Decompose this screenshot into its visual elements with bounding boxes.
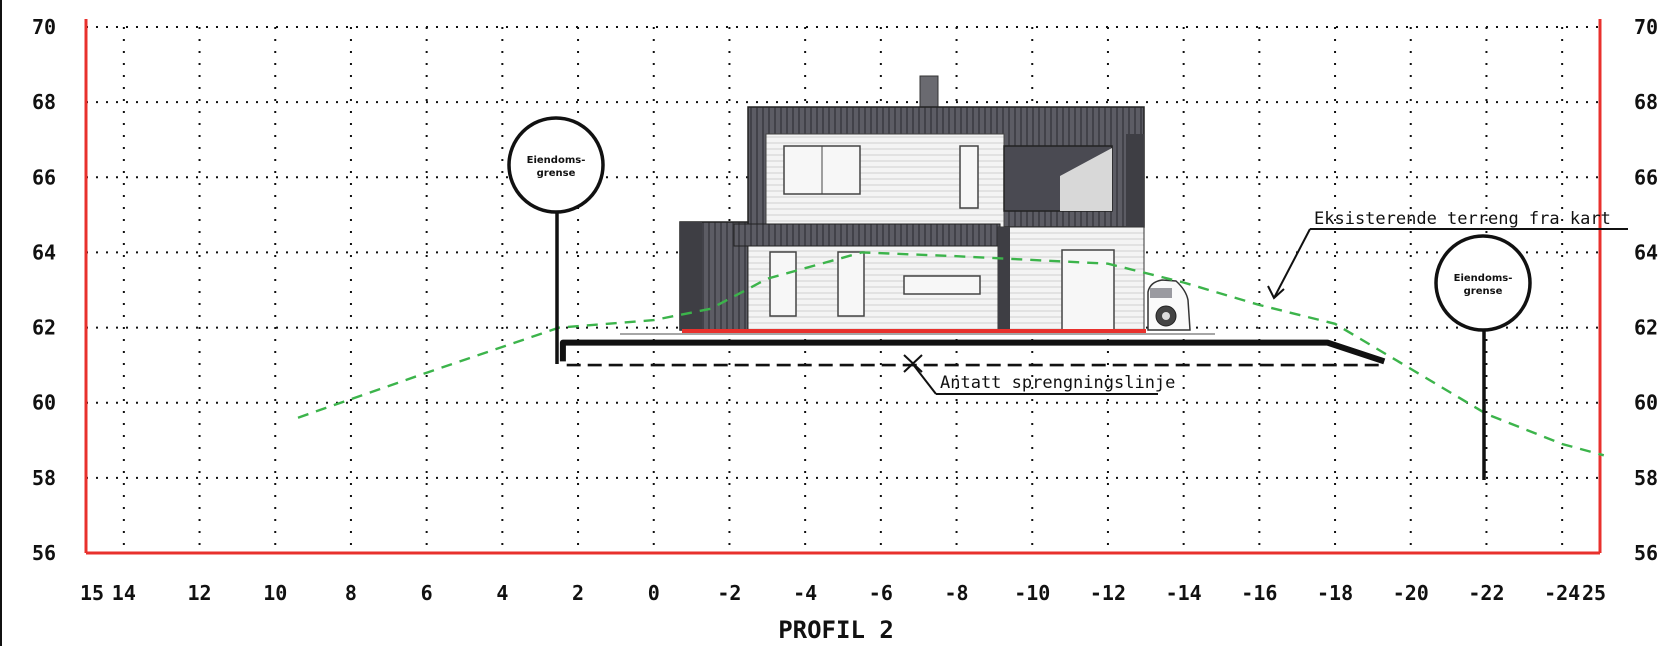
x-tick-label: 2 [572, 581, 584, 605]
y-tick-label-left: 56 [32, 541, 56, 565]
boundary-label-1: Eiendoms- [527, 155, 586, 166]
property-boundary-right: Eiendoms- grense [1434, 234, 1532, 480]
x-tick-label: -6 [869, 581, 893, 605]
x-tick-label: -24 [1544, 581, 1580, 605]
terrain-series-line [297, 251, 1605, 457]
y-tick-label-right: 58 [1634, 466, 1658, 490]
y-tick-label-right: 66 [1634, 165, 1658, 189]
y-tick-label-left: 68 [32, 90, 56, 114]
x-tick-label: -2 [717, 581, 741, 605]
y-tick-label-right: 60 [1634, 391, 1658, 415]
y-axis-right: 70 68 66 64 62 60 58 56 [1634, 15, 1658, 565]
x-tick-label: 8 [345, 581, 357, 605]
y-tick-label-left: 66 [32, 165, 56, 189]
blast-annotation: Antatt sprengningslinje [903, 354, 1175, 395]
plot-frame [84, 19, 1602, 555]
boundary-label-2: grense [537, 168, 576, 179]
blast-annotation-leader [911, 362, 937, 395]
x-tick-label: 0 [648, 581, 660, 605]
car-icon [1147, 279, 1191, 331]
x-tick-label: -16 [1241, 581, 1277, 605]
house-chimney [919, 75, 939, 109]
x-tick-label: -14 [1166, 581, 1202, 605]
x-tick-label: 6 [421, 581, 433, 605]
house-door [837, 251, 865, 317]
y-tick-label-right: 68 [1634, 90, 1658, 114]
x-tick-label: -8 [945, 581, 969, 605]
x-tick-label: 10 [263, 581, 287, 605]
y-tick-label-right: 64 [1634, 240, 1658, 264]
x-tick-label: -4 [793, 581, 817, 605]
house-dark-panel [998, 227, 1010, 330]
slab-outline [559, 339, 1386, 365]
boundary-circle [507, 116, 605, 214]
house-door [769, 251, 797, 317]
property-boundary-left: Eiendoms- grense [507, 116, 605, 364]
foundation-slab [559, 339, 1386, 365]
y-tick-label-left: 58 [32, 466, 56, 490]
x-tick-label: -22 [1468, 581, 1504, 605]
terrain-annotation-leader [1273, 228, 1311, 299]
boundary-label-2: grense [1464, 286, 1503, 297]
house-elevation [620, 75, 1215, 335]
x-tick-label: -10 [1014, 581, 1050, 605]
house-window-reflection [1060, 148, 1112, 211]
blast-annotation-text: Antatt sprengningslinje [940, 373, 1175, 393]
x-tick-label: 25 [1582, 581, 1606, 605]
y-axis-left: 70 68 66 64 62 60 58 56 [32, 15, 56, 565]
y-tick-label-left: 70 [32, 15, 56, 39]
terrain-annotation-arrow [1267, 285, 1285, 300]
house-window [903, 275, 981, 295]
profile-title: PROFIL 2 [778, 616, 894, 644]
house-corner-post [1126, 134, 1144, 227]
x-tick-label: 4 [496, 581, 508, 605]
y-tick-label-right: 70 [1634, 15, 1658, 39]
x-tick-label: 12 [188, 581, 212, 605]
x-tick-label: -18 [1317, 581, 1353, 605]
y-tick-label-left: 62 [32, 316, 56, 340]
y-tick-label-right: 56 [1634, 541, 1658, 565]
house-ground-block-left-edge [680, 222, 702, 330]
terrain-annotation: Eksisterende terreng fra kart [1267, 209, 1628, 300]
x-tick-label: -20 [1393, 581, 1429, 605]
y-tick-label-left: 64 [32, 240, 56, 264]
boundary-circle [1434, 234, 1532, 332]
x-tick-label: -12 [1090, 581, 1126, 605]
grid-horizontal [86, 26, 1600, 479]
y-tick-label-right: 62 [1634, 316, 1658, 340]
terrain-annotation-text: Eksisterende terreng fra kart [1314, 209, 1611, 229]
x-tick-label: 14 [112, 581, 136, 605]
boundary-label-1: Eiendoms- [1454, 273, 1513, 284]
y-tick-label-left: 60 [32, 391, 56, 415]
house-ground-band [733, 223, 1001, 247]
x-axis: 15 14 12 10 8 6 4 2 0 -2 -4 -6 -8 -10 -12 -14 -16 -18 -20 -… [80, 581, 1606, 605]
house-window [959, 145, 979, 209]
x-tick-label: 15 [80, 581, 104, 605]
